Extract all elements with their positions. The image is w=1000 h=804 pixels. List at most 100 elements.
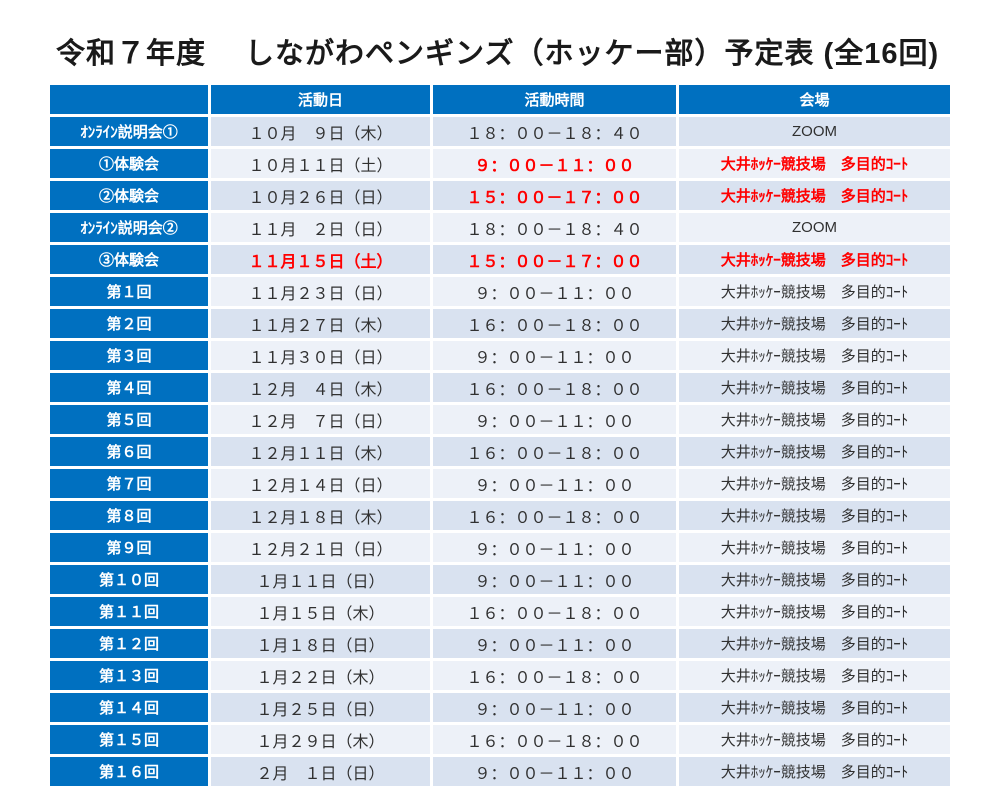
table-row: ③体験会 １１月１５日（土） １５：００－１７：００ 大井ﾎｯｹｰ競技場 多目的… <box>50 245 950 277</box>
activity-time-cell: １５：００－１７：００ <box>430 181 676 213</box>
venue-cell: 大井ﾎｯｹｰ競技場 多目的ｺｰﾄ <box>676 629 950 661</box>
table-row: 第１０回 １月１１日（日） ９：００－１１：００ 大井ﾎｯｹｰ競技場 多目的ｺｰ… <box>50 565 950 597</box>
row-label: 第１３回 <box>50 661 208 693</box>
table-row: 第９回 １２月２１日（日） ９：００－１１：００ 大井ﾎｯｹｰ競技場 多目的ｺｰ… <box>50 533 950 565</box>
table-row: ｵﾝﾗｲﾝ説明会② １１月 ２日（日） １８：００－１８：４０ ZOOM <box>50 213 950 245</box>
table-row: 第１５回 １月２９日（木） １６：００－１８：００ 大井ﾎｯｹｰ競技場 多目的ｺ… <box>50 725 950 757</box>
activity-time-cell: １６：００－１８：００ <box>430 437 676 469</box>
activity-date-cell: １０月 ９日（木） <box>208 117 430 149</box>
row-label: 第２回 <box>50 309 208 341</box>
activity-date-cell: １月１８日（日） <box>208 629 430 661</box>
activity-date-cell: １２月１４日（日） <box>208 469 430 501</box>
activity-time-cell: ９：００－１１：００ <box>430 565 676 597</box>
table-row: 第１３回 １月２２日（木） １６：００－１８：００ 大井ﾎｯｹｰ競技場 多目的ｺ… <box>50 661 950 693</box>
activity-date-cell: １月２５日（日） <box>208 693 430 725</box>
table-body: ｵﾝﾗｲﾝ説明会① １０月 ９日（木） １８：００－１８：４０ ZOOM ①体験… <box>50 117 950 789</box>
activity-date-cell: １２月１８日（木） <box>208 501 430 533</box>
table-row: 第１回 １１月２３日（日） ９：００－１１：００ 大井ﾎｯｹｰ競技場 多目的ｺｰ… <box>50 277 950 309</box>
activity-time-cell: ９：００－１１：００ <box>430 405 676 437</box>
activity-date-cell: １月１５日（木） <box>208 597 430 629</box>
activity-date-cell: １１月３０日（日） <box>208 341 430 373</box>
venue-cell: 大井ﾎｯｹｰ競技場 多目的ｺｰﾄ <box>676 309 950 341</box>
venue-cell: 大井ﾎｯｹｰ競技場 多目的ｺｰﾄ <box>676 469 950 501</box>
row-label: 第１１回 <box>50 597 208 629</box>
activity-date-cell: １１月２３日（日） <box>208 277 430 309</box>
row-label: 第１５回 <box>50 725 208 757</box>
row-label: 第１回 <box>50 277 208 309</box>
row-label: 第１０回 <box>50 565 208 597</box>
table-row: ①体験会 １０月１１日（土） ９：００－１１：００ 大井ﾎｯｹｰ競技場 多目的ｺ… <box>50 149 950 181</box>
activity-time-cell: １６：００－１８：００ <box>430 725 676 757</box>
venue-cell: 大井ﾎｯｹｰ競技場 多目的ｺｰﾄ <box>676 149 950 181</box>
activity-date-cell: １２月 ７日（日） <box>208 405 430 437</box>
venue-cell: 大井ﾎｯｹｰ競技場 多目的ｺｰﾄ <box>676 501 950 533</box>
activity-date-cell: １０月１１日（土） <box>208 149 430 181</box>
table-row: 第３回 １１月３０日（日） ９：００－１１：００ 大井ﾎｯｹｰ競技場 多目的ｺｰ… <box>50 341 950 373</box>
venue-cell: 大井ﾎｯｹｰ競技場 多目的ｺｰﾄ <box>676 533 950 565</box>
activity-date-cell: １１月２７日（木） <box>208 309 430 341</box>
row-label: ①体験会 <box>50 149 208 181</box>
activity-date-cell: １２月２１日（日） <box>208 533 430 565</box>
activity-time-cell: １６：００－１８：００ <box>430 309 676 341</box>
activity-time-cell: ９：００－１１：００ <box>430 629 676 661</box>
row-label: 第８回 <box>50 501 208 533</box>
venue-cell: 大井ﾎｯｹｰ競技場 多目的ｺｰﾄ <box>676 757 950 789</box>
table-row: 第１２回 １月１８日（日） ９：００－１１：００ 大井ﾎｯｹｰ競技場 多目的ｺｰ… <box>50 629 950 661</box>
activity-time-cell: ９：００－１１：００ <box>430 469 676 501</box>
venue-cell: 大井ﾎｯｹｰ競技場 多目的ｺｰﾄ <box>676 405 950 437</box>
venue-cell: ZOOM <box>676 213 950 245</box>
page-title: 令和７年度 しながわペンギンズ（ホッケー部）予定表 (全16回) <box>56 38 940 70</box>
activity-date-cell: １月２９日（木） <box>208 725 430 757</box>
header-activity-time: 活動時間 <box>430 85 676 117</box>
table-row: 第６回 １２月１１日（木） １６：００－１８：００ 大井ﾎｯｹｰ競技場 多目的ｺ… <box>50 437 950 469</box>
header-venue: 会場 <box>676 85 950 117</box>
venue-cell: 大井ﾎｯｹｰ競技場 多目的ｺｰﾄ <box>676 725 950 757</box>
corner-cell <box>50 85 208 117</box>
header-row: 活動日 活動時間 会場 <box>50 85 950 117</box>
table-row: 第１４回 １月２５日（日） ９：００－１１：００ 大井ﾎｯｹｰ競技場 多目的ｺｰ… <box>50 693 950 725</box>
header-activity-date: 活動日 <box>208 85 430 117</box>
activity-time-cell: ９：００－１１：００ <box>430 149 676 181</box>
activity-time-cell: ９：００－１１：００ <box>430 757 676 789</box>
activity-time-cell: ９：００－１１：００ <box>430 341 676 373</box>
table-row: 第４回 １２月 ４日（木） １６：００－１８：００ 大井ﾎｯｹｰ競技場 多目的ｺ… <box>50 373 950 405</box>
venue-cell: 大井ﾎｯｹｰ競技場 多目的ｺｰﾄ <box>676 341 950 373</box>
activity-date-cell: １０月２６日（日） <box>208 181 430 213</box>
activity-date-cell: ２月 １日（日） <box>208 757 430 789</box>
activity-time-cell: １５：００－１７：００ <box>430 245 676 277</box>
activity-time-cell: １６：００－１８：００ <box>430 661 676 693</box>
activity-date-cell: １１月 ２日（日） <box>208 213 430 245</box>
activity-date-cell: １１月１５日（土） <box>208 245 430 277</box>
activity-time-cell: １６：００－１８：００ <box>430 501 676 533</box>
row-label: 第４回 <box>50 373 208 405</box>
venue-cell: 大井ﾎｯｹｰ競技場 多目的ｺｰﾄ <box>676 373 950 405</box>
venue-cell: 大井ﾎｯｹｰ競技場 多目的ｺｰﾄ <box>676 245 950 277</box>
row-label: ｵﾝﾗｲﾝ説明会① <box>50 117 208 149</box>
venue-cell: ZOOM <box>676 117 950 149</box>
table-row: 第２回 １１月２７日（木） １６：００－１８：００ 大井ﾎｯｹｰ競技場 多目的ｺ… <box>50 309 950 341</box>
schedule-table: 活動日 活動時間 会場 ｵﾝﾗｲﾝ説明会① １０月 ９日（木） １８：００－１８… <box>50 85 950 789</box>
activity-date-cell: １２月 ４日（木） <box>208 373 430 405</box>
activity-date-cell: １月１１日（日） <box>208 565 430 597</box>
row-label: 第６回 <box>50 437 208 469</box>
table-row: 第７回 １２月１４日（日） ９：００－１１：００ 大井ﾎｯｹｰ競技場 多目的ｺｰ… <box>50 469 950 501</box>
venue-cell: 大井ﾎｯｹｰ競技場 多目的ｺｰﾄ <box>676 661 950 693</box>
table-row: 第１６回 ２月 １日（日） ９：００－１１：００ 大井ﾎｯｹｰ競技場 多目的ｺｰ… <box>50 757 950 789</box>
venue-cell: 大井ﾎｯｹｰ競技場 多目的ｺｰﾄ <box>676 277 950 309</box>
row-label: ③体験会 <box>50 245 208 277</box>
activity-time-cell: １８：００－１８：４０ <box>430 213 676 245</box>
row-label: ②体験会 <box>50 181 208 213</box>
activity-time-cell: １６：００－１８：００ <box>430 597 676 629</box>
venue-cell: 大井ﾎｯｹｰ競技場 多目的ｺｰﾄ <box>676 181 950 213</box>
activity-time-cell: ９：００－１１：００ <box>430 533 676 565</box>
venue-cell: 大井ﾎｯｹｰ競技場 多目的ｺｰﾄ <box>676 597 950 629</box>
table-row: ｵﾝﾗｲﾝ説明会① １０月 ９日（木） １８：００－１８：４０ ZOOM <box>50 117 950 149</box>
row-label: 第１２回 <box>50 629 208 661</box>
row-label: ｵﾝﾗｲﾝ説明会② <box>50 213 208 245</box>
activity-date-cell: １月２２日（木） <box>208 661 430 693</box>
row-label: 第９回 <box>50 533 208 565</box>
row-label: 第７回 <box>50 469 208 501</box>
venue-cell: 大井ﾎｯｹｰ競技場 多目的ｺｰﾄ <box>676 565 950 597</box>
table-row: 第８回 １２月１８日（木） １６：００－１８：００ 大井ﾎｯｹｰ競技場 多目的ｺ… <box>50 501 950 533</box>
